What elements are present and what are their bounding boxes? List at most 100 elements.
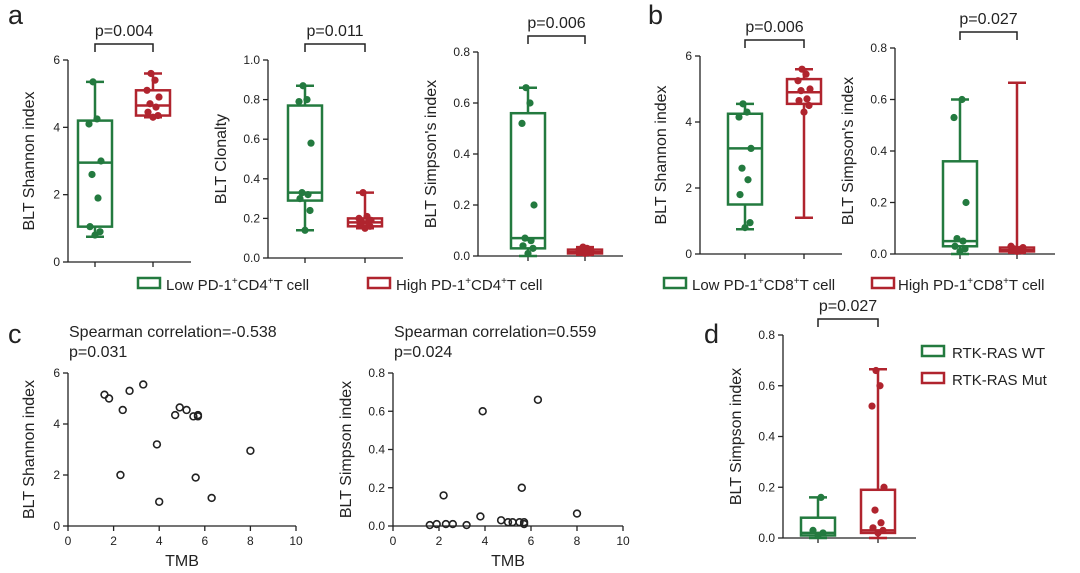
y-axis-label: BLT Shannon index [653,85,670,224]
scatter-point [533,395,543,404]
y-axis-label: BLT Simpson's index [840,77,857,225]
scatter-point [193,410,203,420]
data-point [88,170,96,179]
y-tick-label: 0.6 [758,379,775,393]
y-tick-label: 2 [53,188,60,202]
y-tick-label: 0.0 [758,531,775,545]
scatter-point [517,483,526,492]
data-point [953,234,961,243]
scatter-point [182,405,191,415]
data-point [739,100,747,108]
y-tick-label: 0.4 [453,147,470,161]
data-point [522,84,530,92]
scatter-point [191,473,200,482]
scatter-point [476,512,485,521]
box-high [134,69,172,121]
box-iqr [509,111,547,250]
y-tick-label: 0.4 [243,172,260,186]
y-tick-label: 0 [53,255,60,269]
scatter-point [425,520,434,530]
data-point [355,214,363,222]
data-point [97,157,105,165]
scatter-point [515,517,524,527]
data-point [301,226,309,234]
scatter-point [189,412,198,421]
x-tick-label: 6 [528,534,535,548]
bracket-line [94,43,154,52]
x-tick-label: 0 [65,534,72,548]
data-point [872,366,880,375]
significance-bracket: p=0.027 [817,298,879,327]
chart-b2: 0.0 0.2 0.4 0.6 0.8 BLT Simpson's index p=0.02… [840,11,1055,261]
y-tick-label: 4 [53,120,60,134]
chart-a1: 0 2 4 6 BLT Shannon index p=0.004 [21,23,191,269]
data-point [1019,243,1027,252]
data-point [1007,242,1015,250]
y-tick-label: 1.0 [243,53,260,67]
scatter-point [118,405,127,415]
box-high [785,65,823,219]
data-point [795,96,803,105]
box-low [76,78,114,239]
data-point [798,65,806,73]
data-point [794,77,802,85]
data-point [746,219,754,227]
scatter-point [207,493,216,503]
significance-bracket: p=0.011 [304,23,366,52]
panel-label-d: d [704,319,719,349]
data-point [143,86,151,94]
box-high [346,189,384,232]
y-tick-label: 0.0 [243,251,260,265]
y-axis-label: BLT Shannon index [21,91,38,230]
data-point [871,506,879,514]
scatter-point [503,517,513,527]
scatter-point [246,446,255,455]
data-point [303,96,311,104]
legend-a-high-label: High PD-1+CD4+T cell [396,276,542,294]
data-point [363,212,371,221]
y-tick-label: 0.0 [870,247,887,261]
data-point [806,85,814,93]
scatter-point [152,440,162,449]
x-tick-label: 4 [156,534,163,548]
legend-d-mut-swatch [920,371,946,385]
x-tick-label: 8 [574,534,581,548]
data-point [146,100,154,108]
legend-d: RTK-RAS WT RTK-RAS Mut [920,344,1048,389]
data-point [736,191,744,199]
data-point [359,189,367,197]
correlation-annotation: p=0.031 [69,344,127,361]
y-tick-label: 6 [685,49,692,63]
significance-bracket: p=0.006 [744,19,805,48]
scatter-point [155,497,164,506]
legend-a-low-label: Low PD-1+CD4+T cell [166,276,309,294]
data-point [94,194,102,202]
y-tick-label: 6 [53,53,60,67]
data-point [817,493,825,501]
correlation-annotation: Spearman correlation=-0.538 [69,324,277,341]
scatter-point [462,520,471,530]
data-point [869,524,877,532]
y-tick-label: 0.8 [368,366,385,380]
y-tick-label: 0.2 [243,211,260,225]
data-point [154,111,162,120]
y-tick-label: 4 [685,115,692,129]
x-tick-label: 4 [482,534,489,548]
box-high [566,243,604,258]
y-tick-label: 0.2 [453,198,470,212]
data-point [819,529,827,537]
x-tick-label: 10 [616,534,630,548]
data-point [152,103,160,111]
y-tick-label: 0.8 [758,328,775,342]
chart-c2: 0.0 0.2 0.4 0.6 0.8 BLT Simpson index 0 2 4 6 8 10 T… [338,324,630,570]
data-point [744,176,752,184]
legend-a-low-swatch [136,276,162,290]
y-axis-label: BLT Simpson's index [423,80,440,228]
significance-bracket: p=0.027 [959,11,1018,40]
data-point [307,139,315,147]
legend-a: Low PD-1+CD4+T cell High PD-1+CD4+T cell [136,276,542,294]
bracket-line [527,35,586,44]
data-point [96,228,104,236]
data-point [805,101,813,110]
scatter-point [439,491,448,500]
